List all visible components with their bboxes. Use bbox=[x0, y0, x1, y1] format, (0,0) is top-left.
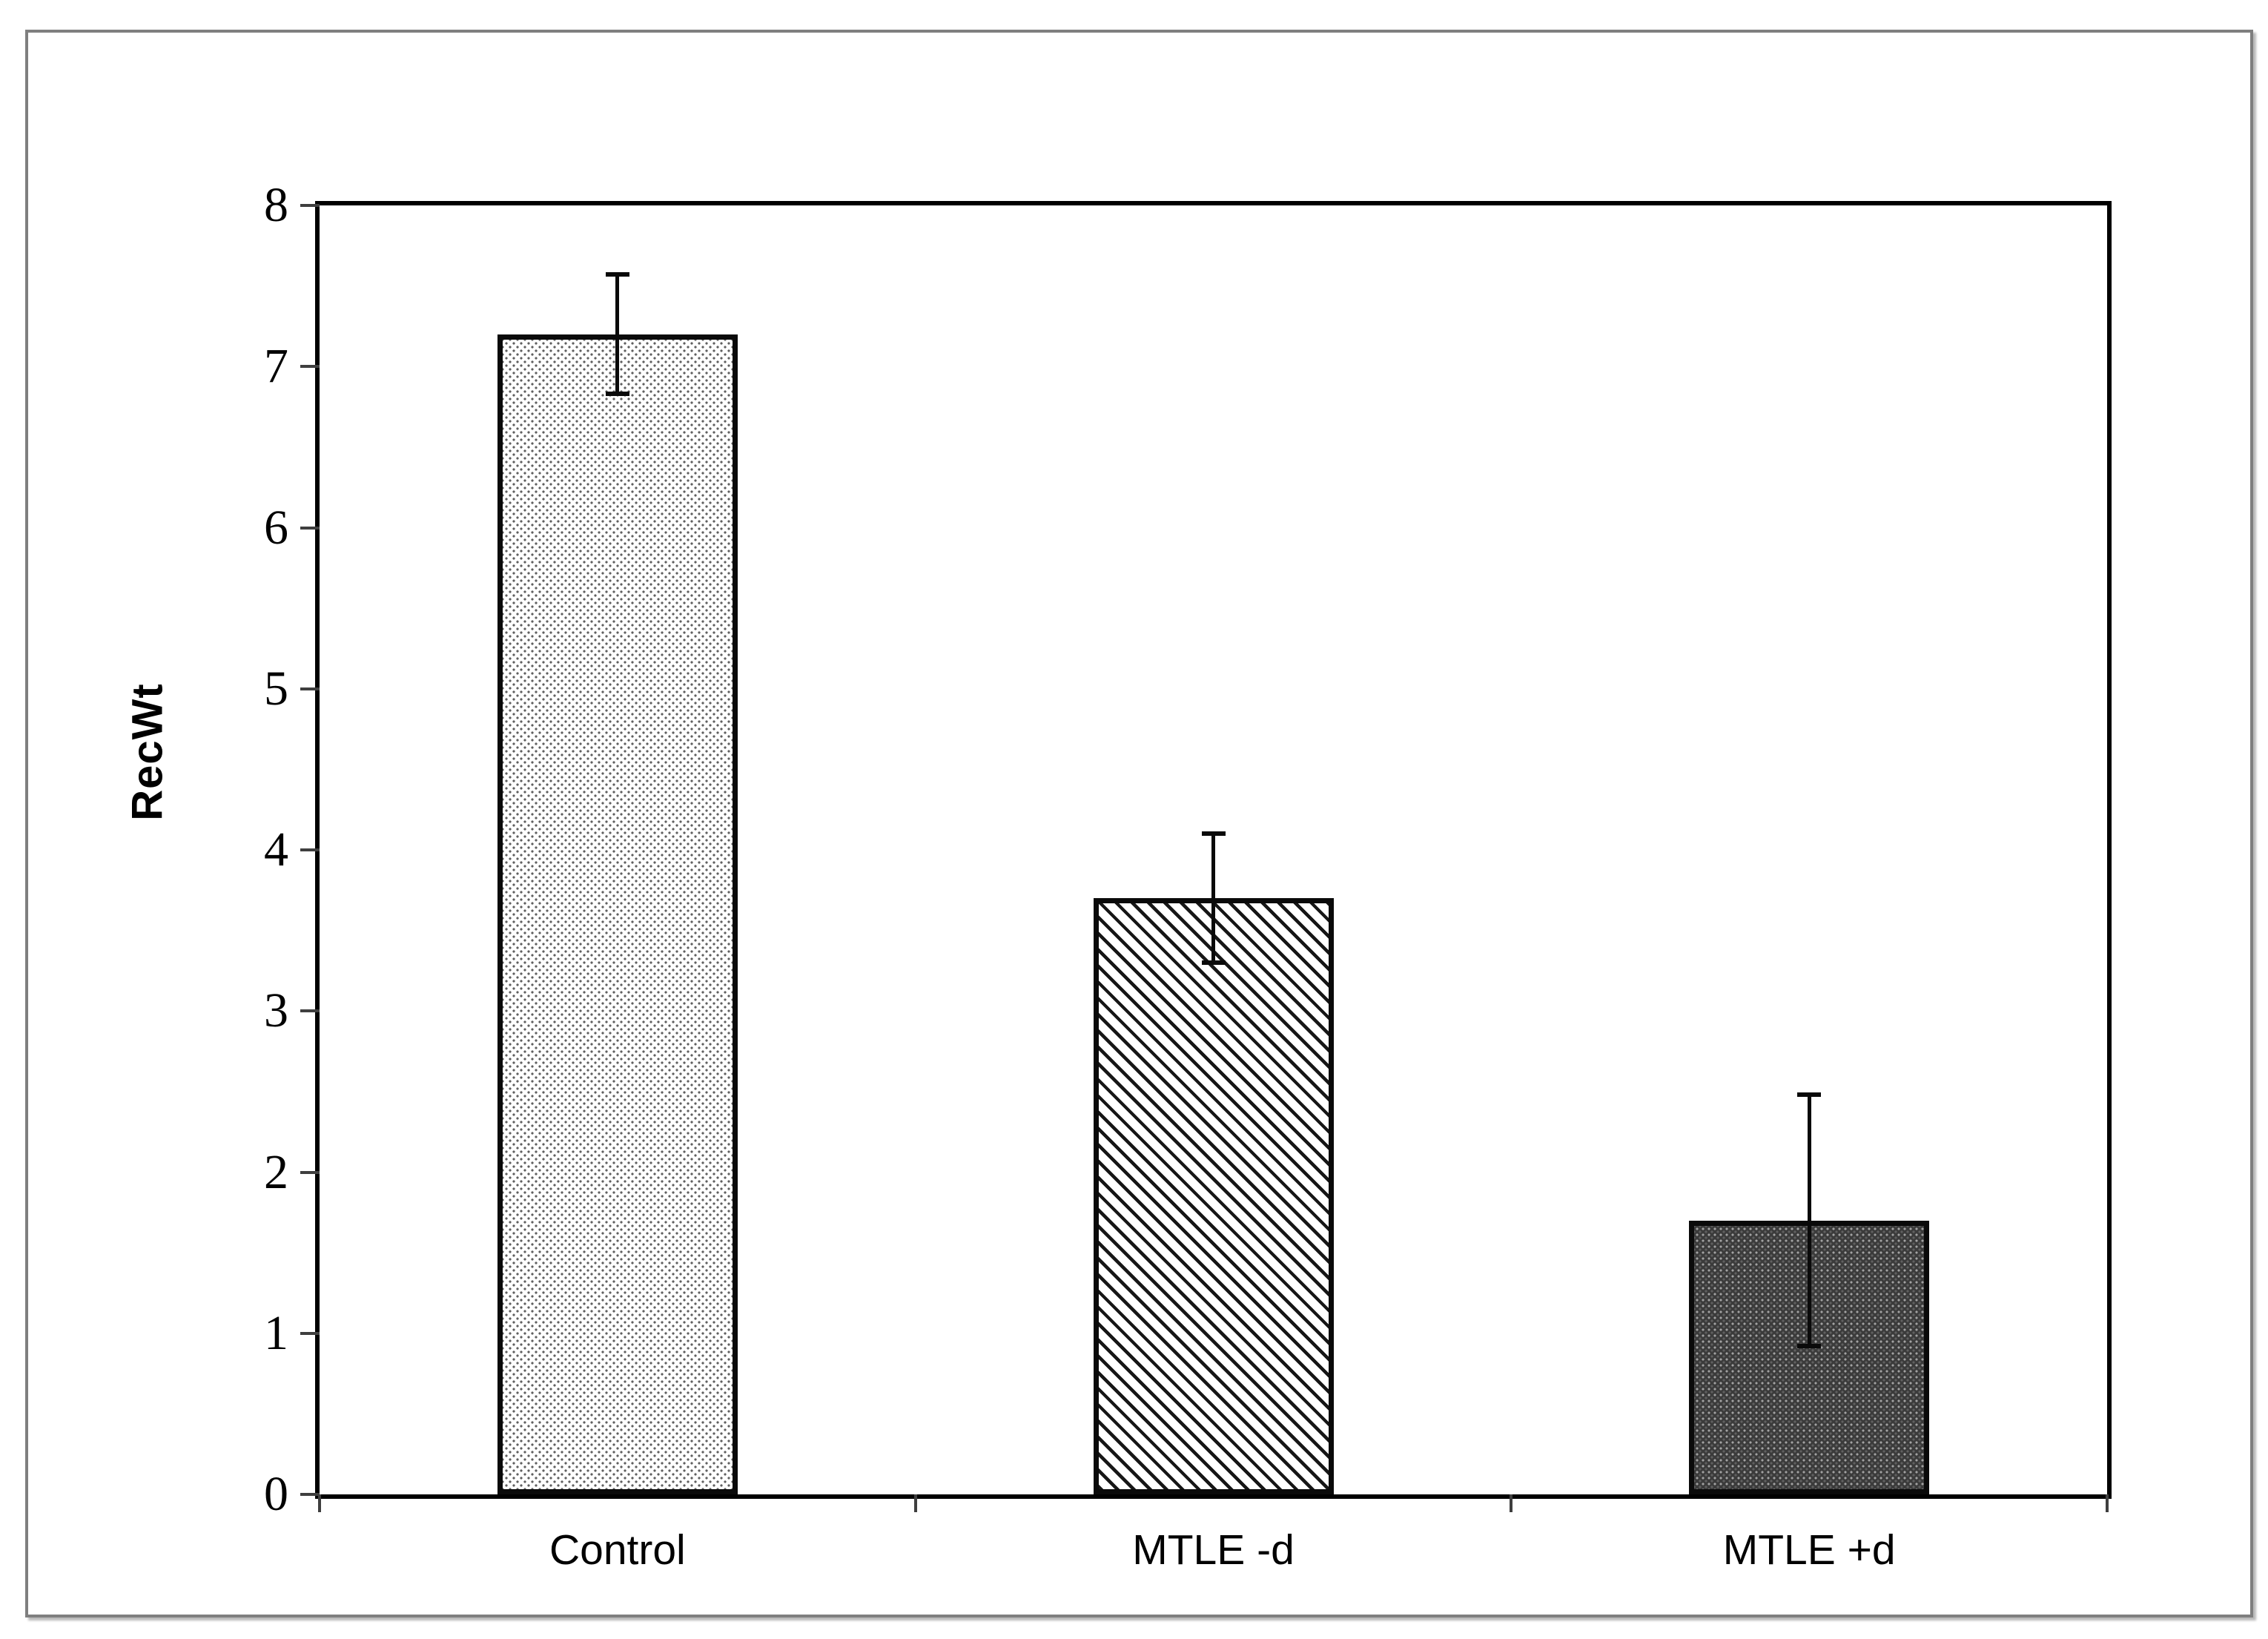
y-axis-tick bbox=[300, 1170, 320, 1174]
x-category-label-control: Control bbox=[549, 1526, 686, 1574]
x-axis-tick bbox=[2106, 1494, 2109, 1512]
bar-mtle-d bbox=[1093, 898, 1334, 1494]
y-axis-tick bbox=[300, 365, 320, 369]
y-axis-tick-label: 2 bbox=[264, 1144, 288, 1199]
y-axis-tick-label: 6 bbox=[264, 500, 288, 555]
y-axis-tick bbox=[300, 1493, 320, 1496]
plot-area: 0 1 2 3 4 5 6 7 8 Control MTLE -d MTLE +d bbox=[264, 180, 2112, 1574]
y-axis-title: RecWt bbox=[123, 683, 172, 821]
y-axis-tick-label: 7 bbox=[264, 339, 288, 394]
y-axis-tick bbox=[300, 1331, 320, 1335]
y-axis-tick-label: 3 bbox=[264, 983, 288, 1038]
y-axis-tick-label: 0 bbox=[264, 1467, 288, 1521]
x-axis-tick bbox=[318, 1494, 321, 1512]
error-bar-bottom-cap bbox=[1201, 960, 1226, 966]
x-axis-tick bbox=[913, 1494, 917, 1512]
y-axis-tick-label: 8 bbox=[264, 178, 288, 232]
y-axis-tick-label: 5 bbox=[264, 661, 288, 716]
error-bar-control bbox=[615, 274, 620, 395]
error-bar-mtle-d bbox=[1211, 834, 1215, 963]
y-axis-tick bbox=[300, 687, 320, 690]
error-bar-top-cap bbox=[1201, 831, 1226, 837]
figure-frame: RecWt 0 1 2 3 4 5 6 7 8 Control MTLE -d MTLE +d bbox=[25, 30, 2253, 1617]
error-bar-bottom-cap bbox=[605, 392, 629, 397]
x-axis-tick bbox=[1510, 1494, 1513, 1512]
y-axis-tick bbox=[300, 526, 320, 530]
error-bar-bottom-cap bbox=[1797, 1344, 1822, 1349]
error-bar-mtle-d bbox=[1807, 1095, 1811, 1347]
y-axis-tick bbox=[300, 204, 320, 207]
y-axis-tick bbox=[300, 1009, 320, 1013]
error-bar-top-cap bbox=[1797, 1092, 1822, 1098]
x-category-label-mtle-d: MTLE -d bbox=[1132, 1526, 1295, 1574]
x-category-label-mtle-d: MTLE +d bbox=[1722, 1526, 1896, 1574]
bar-control bbox=[497, 334, 738, 1494]
y-axis-tick bbox=[300, 848, 320, 851]
error-bar-top-cap bbox=[605, 272, 629, 277]
y-axis-tick-label: 1 bbox=[264, 1305, 288, 1360]
y-axis-tick-label: 4 bbox=[264, 822, 288, 877]
